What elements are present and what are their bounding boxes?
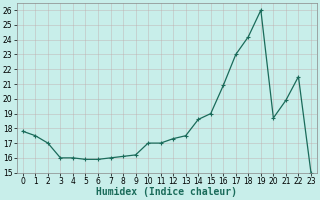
X-axis label: Humidex (Indice chaleur): Humidex (Indice chaleur): [96, 187, 237, 197]
